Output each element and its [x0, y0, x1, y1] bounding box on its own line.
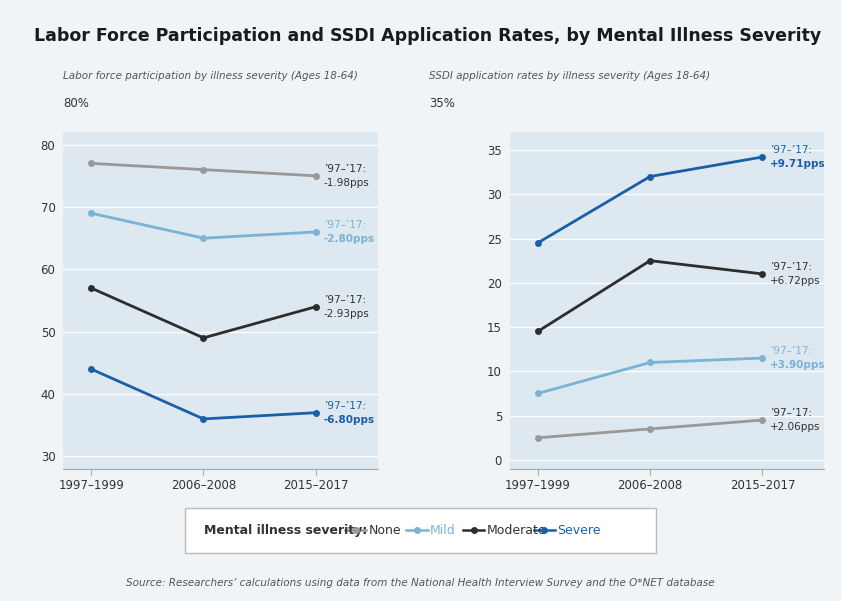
Text: Mental illness severity:: Mental illness severity:: [204, 524, 368, 537]
Text: -6.80pps: -6.80pps: [324, 415, 375, 424]
Text: +9.71pps: +9.71pps: [770, 159, 826, 169]
Text: Moderate: Moderate: [486, 524, 546, 537]
Text: ’97–’17:: ’97–’17:: [770, 346, 812, 356]
Text: SSDI application rates by illness severity (Ages 18-64): SSDI application rates by illness severi…: [429, 71, 710, 81]
Text: +2.06pps: +2.06pps: [770, 422, 821, 432]
FancyBboxPatch shape: [185, 508, 656, 553]
Text: ’97–’17:: ’97–’17:: [324, 220, 366, 230]
Text: 35%: 35%: [429, 97, 455, 111]
Text: ’97–’17:: ’97–’17:: [770, 262, 812, 272]
Text: Severe: Severe: [557, 524, 600, 537]
Text: Labor force participation by illness severity (Ages 18-64): Labor force participation by illness sev…: [63, 71, 358, 81]
Text: -1.98pps: -1.98pps: [324, 178, 369, 188]
Text: 80%: 80%: [63, 97, 89, 111]
Text: -2.80pps: -2.80pps: [324, 234, 375, 244]
Text: Mild: Mild: [430, 524, 456, 537]
Text: ’97–’17:: ’97–’17:: [770, 145, 812, 155]
Text: ’97–’17:: ’97–’17:: [770, 408, 812, 418]
Text: +6.72pps: +6.72pps: [770, 276, 821, 285]
Text: -2.93pps: -2.93pps: [324, 308, 369, 319]
Text: ’97–’17:: ’97–’17:: [324, 295, 366, 305]
Text: None: None: [368, 524, 401, 537]
Text: +3.90pps: +3.90pps: [770, 360, 826, 370]
Text: Labor Force Participation and SSDI Application Rates, by Mental Illness Severity: Labor Force Participation and SSDI Appli…: [34, 27, 821, 45]
Text: ’97–’17:: ’97–’17:: [324, 164, 366, 174]
Text: ’97–’17:: ’97–’17:: [324, 401, 366, 411]
Text: Source: Researchers’ calculations using data from the National Health Interview : Source: Researchers’ calculations using …: [126, 578, 715, 588]
